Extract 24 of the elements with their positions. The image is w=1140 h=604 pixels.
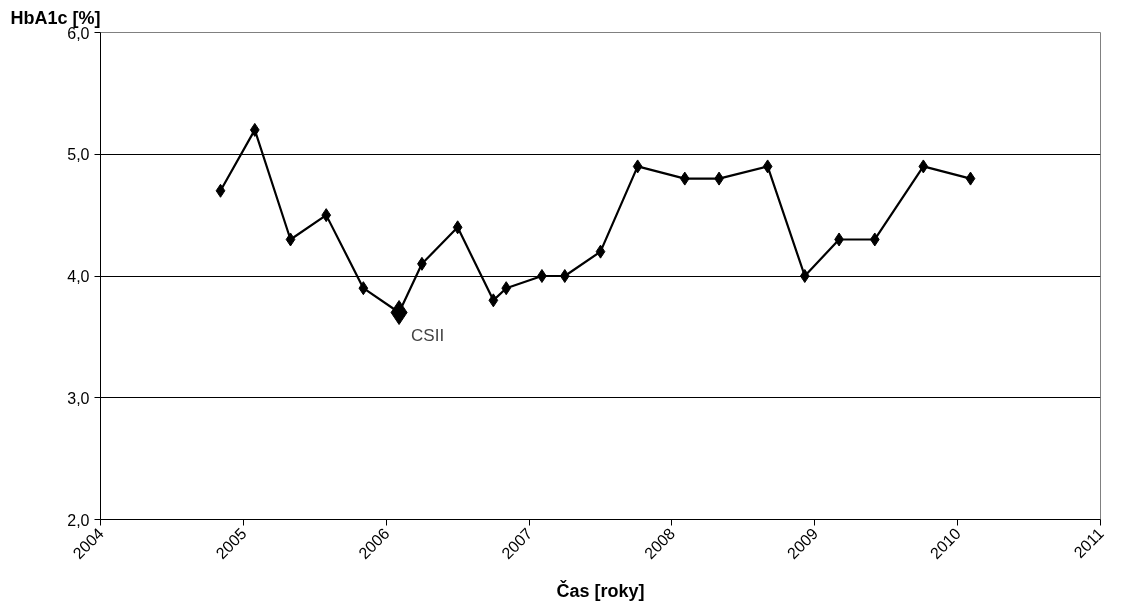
point bbox=[321, 208, 332, 223]
point bbox=[918, 159, 929, 174]
point bbox=[799, 269, 810, 283]
y-tick-label: 3,0 bbox=[67, 389, 90, 407]
point bbox=[501, 281, 512, 296]
point bbox=[762, 159, 773, 174]
y-tick-label: 4,0 bbox=[67, 268, 90, 285]
point bbox=[537, 269, 547, 283]
y-tick-label: 5,0 bbox=[67, 146, 90, 164]
point bbox=[488, 293, 499, 308]
point bbox=[965, 171, 976, 186]
y-tick-label: 2,0 bbox=[67, 511, 90, 529]
point bbox=[869, 232, 880, 247]
point bbox=[559, 269, 570, 283]
point bbox=[595, 244, 606, 259]
point bbox=[249, 122, 260, 137]
point bbox=[632, 159, 643, 174]
point bbox=[679, 171, 690, 186]
x-axis-title: Čas [roky] bbox=[556, 580, 645, 602]
point bbox=[285, 232, 296, 247]
annotation: CSII bbox=[411, 325, 445, 345]
point bbox=[215, 183, 226, 198]
point bbox=[452, 220, 463, 235]
point bbox=[358, 281, 369, 296]
